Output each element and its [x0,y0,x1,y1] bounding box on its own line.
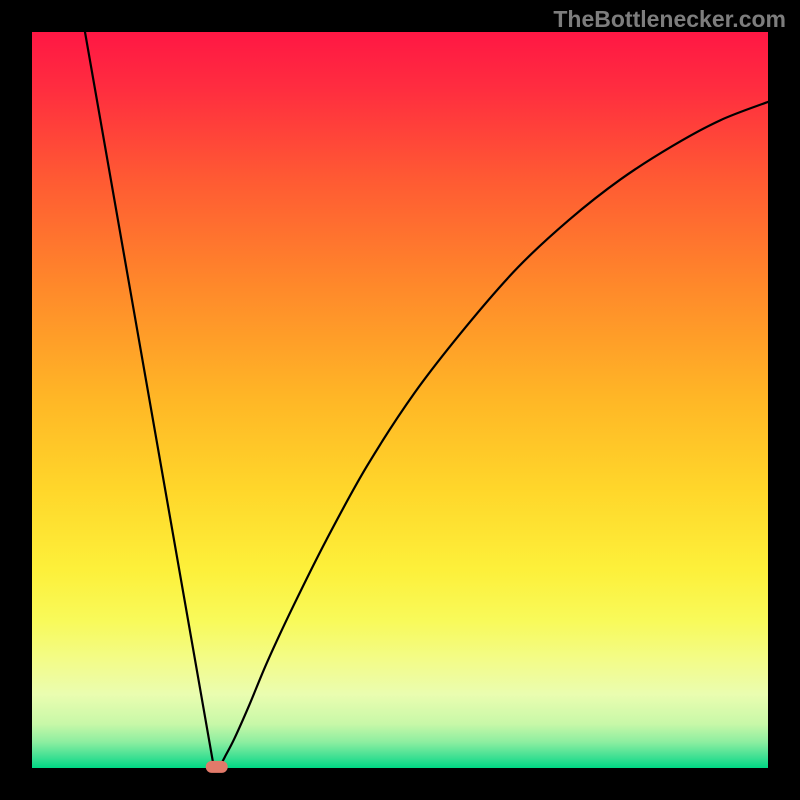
watermark-text: TheBottlenecker.com [553,6,786,33]
chart-frame: TheBottlenecker.com [0,0,800,800]
gradient-background [32,32,768,768]
chart-svg [0,0,800,800]
optimal-marker [206,761,228,773]
